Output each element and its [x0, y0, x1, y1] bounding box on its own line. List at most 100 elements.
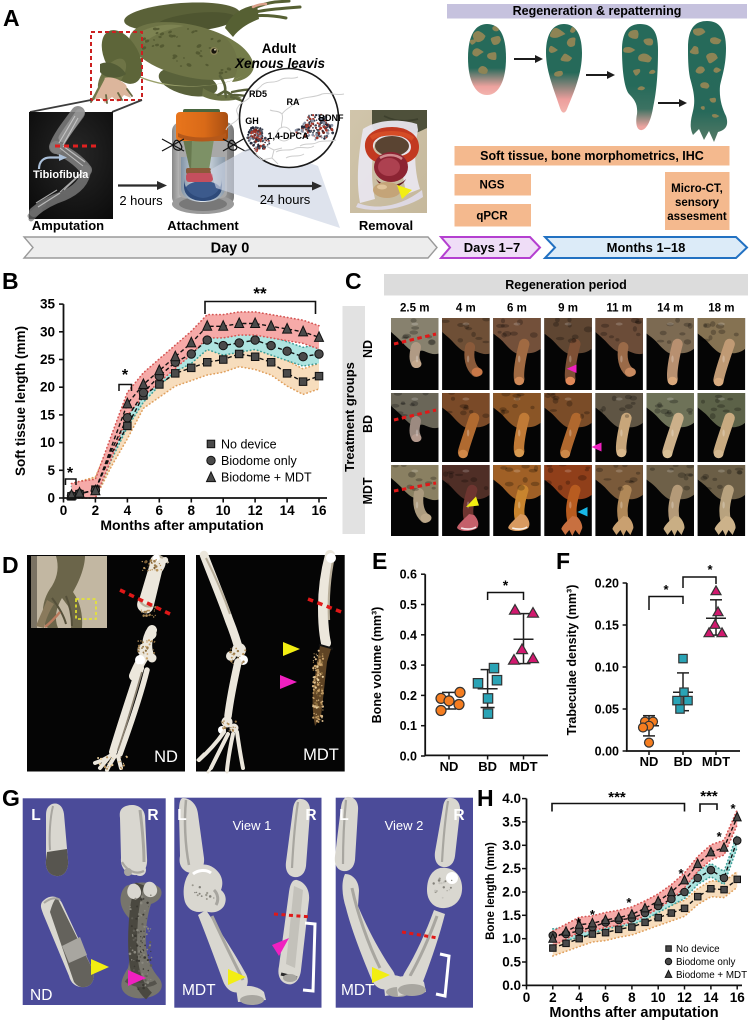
svg-text:1,4-DPCA: 1,4-DPCA [267, 131, 309, 141]
svg-text:Biodome + MDT: Biodome + MDT [221, 471, 312, 485]
svg-text:24 hours: 24 hours [260, 192, 311, 207]
svg-text:2: 2 [549, 990, 557, 1005]
svg-text:RD5: RD5 [249, 89, 267, 99]
svg-text:Attachment: Attachment [167, 218, 239, 233]
svg-text:0: 0 [60, 503, 68, 518]
svg-text:0.1: 0.1 [400, 719, 417, 733]
svg-text:0.2: 0.2 [400, 689, 417, 703]
svg-text:Tibiofibula: Tibiofibula [33, 169, 89, 181]
svg-text:*: * [590, 907, 596, 922]
svg-text:10: 10 [651, 990, 666, 1005]
svg-text:Biodome + MDT: Biodome + MDT [676, 970, 747, 981]
svg-text:10: 10 [216, 503, 231, 518]
svg-text:0.5: 0.5 [502, 955, 521, 970]
svg-text:*: * [67, 465, 74, 482]
svg-text:8: 8 [628, 990, 636, 1005]
svg-text:25: 25 [40, 352, 56, 367]
svg-text:Bone volume (mm³): Bone volume (mm³) [370, 607, 384, 724]
svg-text:*: * [678, 866, 684, 881]
svg-text:*: * [122, 367, 129, 384]
svg-text:Removal: Removal [359, 218, 413, 233]
svg-text:8: 8 [188, 503, 196, 518]
svg-text:ND: ND [361, 340, 375, 358]
svg-text:MDT: MDT [702, 754, 730, 769]
svg-text:Biodome only: Biodome only [221, 454, 297, 468]
svg-text:0.6: 0.6 [400, 568, 417, 582]
svg-text:12: 12 [677, 990, 692, 1005]
svg-text:4.0: 4.0 [502, 791, 521, 806]
svg-text:E: E [372, 548, 387, 574]
svg-text:B: B [2, 268, 19, 294]
svg-text:G: G [2, 785, 20, 811]
svg-text:ND: ND [154, 748, 178, 766]
svg-text:MDT: MDT [341, 982, 375, 999]
svg-text:Months after amputation: Months after amputation [100, 517, 263, 533]
svg-text:4 m: 4 m [456, 303, 476, 315]
svg-text:0: 0 [47, 491, 55, 506]
svg-text:D: D [2, 552, 19, 578]
svg-text:R: R [305, 807, 316, 824]
svg-text:*: * [717, 829, 723, 844]
svg-text:View 2: View 2 [385, 818, 424, 833]
svg-text:***: *** [608, 789, 626, 806]
svg-text:2 hours: 2 hours [119, 193, 163, 208]
svg-text:L: L [177, 807, 186, 824]
svg-text:12: 12 [248, 503, 263, 518]
svg-text:16: 16 [730, 990, 746, 1005]
svg-text:MDT: MDT [509, 759, 537, 774]
svg-text:Day 0: Day 0 [211, 241, 250, 257]
svg-text:14: 14 [280, 503, 296, 518]
svg-text:0.10: 0.10 [595, 661, 619, 675]
svg-text:Months 1–18: Months 1–18 [607, 240, 686, 255]
svg-text:R: R [453, 807, 464, 824]
svg-text:20: 20 [40, 380, 55, 395]
svg-text:Xenous leavis: Xenous leavis [234, 56, 326, 71]
svg-text:0.4: 0.4 [400, 628, 417, 642]
svg-text:A: A [3, 5, 20, 31]
svg-text:2.5 m: 2.5 m [400, 303, 429, 315]
svg-text:5: 5 [47, 463, 55, 478]
svg-text:C: C [345, 268, 362, 294]
svg-text:Biodome only: Biodome only [676, 957, 735, 968]
svg-text:ND: ND [440, 759, 459, 774]
svg-text:0.00: 0.00 [595, 745, 619, 759]
svg-text:11 m: 11 m [606, 303, 632, 315]
svg-text:NGS: NGS [480, 180, 505, 192]
svg-text:6 m: 6 m [507, 303, 527, 315]
svg-text:Regeneration & repatterning: Regeneration & repatterning [513, 4, 682, 18]
svg-text:ND: ND [30, 987, 52, 1004]
svg-text:Micro-CT,: Micro-CT, [671, 183, 723, 195]
svg-text:MDT: MDT [361, 477, 375, 504]
svg-text:2: 2 [92, 503, 100, 518]
svg-text:Treatment groups: Treatment groups [342, 362, 357, 472]
svg-text:**: ** [253, 284, 267, 303]
svg-text:F: F [556, 548, 570, 574]
svg-text:9 m: 9 m [558, 303, 578, 315]
svg-text:*: * [503, 577, 509, 593]
svg-text:MDT: MDT [303, 746, 339, 764]
svg-text:6: 6 [156, 503, 164, 518]
svg-text:18 m: 18 m [708, 303, 734, 315]
svg-text:BD: BD [478, 759, 497, 774]
svg-text:0.0: 0.0 [400, 750, 417, 764]
svg-text:BD: BD [674, 754, 693, 769]
svg-text:0.05: 0.05 [595, 703, 619, 717]
svg-text:Amputation: Amputation [32, 218, 104, 233]
svg-text:RA: RA [287, 97, 300, 107]
svg-text:2.5: 2.5 [502, 861, 521, 876]
svg-text:3.5: 3.5 [502, 814, 521, 829]
svg-text:14: 14 [703, 990, 719, 1005]
svg-text:16: 16 [312, 503, 328, 518]
svg-text:Soft tissue length (mm): Soft tissue length (mm) [13, 326, 28, 476]
svg-text:3.0: 3.0 [502, 838, 521, 853]
svg-text:*: * [576, 915, 582, 930]
svg-text:***: *** [700, 788, 718, 805]
svg-text:View 1: View 1 [233, 818, 272, 833]
svg-text:L: L [339, 807, 348, 824]
svg-text:GH: GH [245, 116, 259, 126]
svg-text:*: * [663, 582, 669, 597]
svg-text:6: 6 [602, 990, 610, 1005]
svg-text:2.0: 2.0 [502, 885, 521, 900]
svg-text:No device: No device [221, 438, 277, 452]
svg-text:Days 1–7: Days 1–7 [464, 240, 520, 255]
